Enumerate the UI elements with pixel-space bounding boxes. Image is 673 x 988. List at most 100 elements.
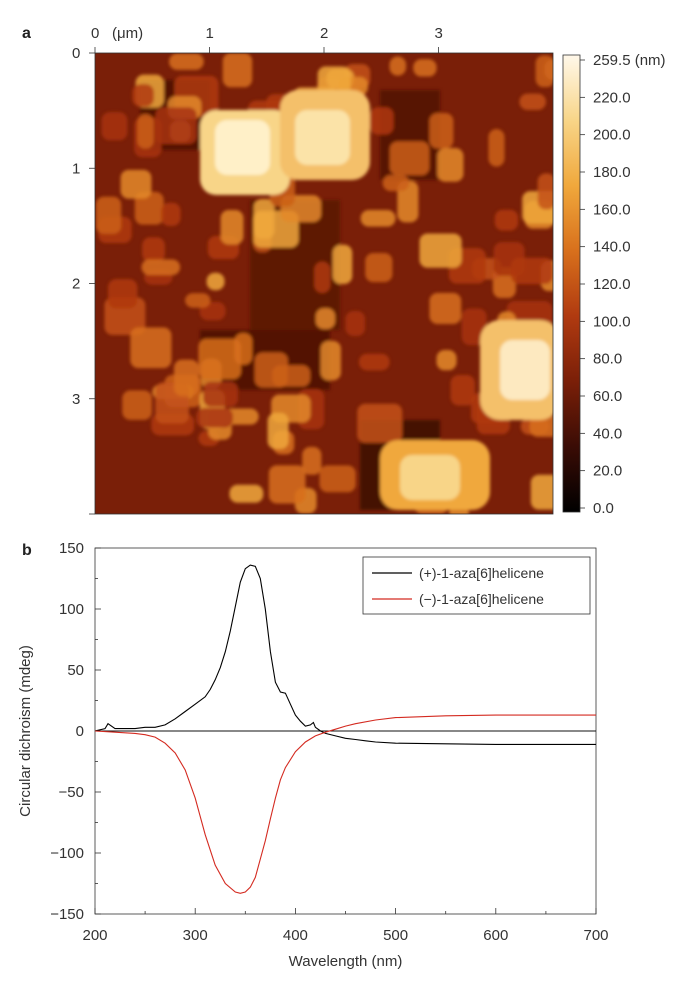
cd-y-axis-label: Circular dichroism (mdeg) (17, 645, 34, 817)
cd-y-tick-label: 150 (59, 540, 84, 557)
cd-x-axis-label: Wavelength (nm) (289, 953, 403, 970)
afm-grain (203, 381, 239, 407)
afm-grain (137, 113, 154, 149)
afm-x-unit: (μm) (112, 25, 143, 42)
afm-grain (382, 174, 410, 192)
cd-legend: (+)-1-aza[6]helicene (−)-1-aza[6]helicen… (362, 556, 591, 615)
afm-grain (155, 107, 197, 144)
afm-grain (161, 202, 181, 226)
afm-grain (535, 55, 553, 88)
afm-grain (389, 56, 407, 76)
afm-grain (234, 333, 253, 365)
colorbar-label: 100.0 (593, 313, 631, 330)
afm-crystal (400, 455, 460, 500)
cd-y-tick-label: 0 (76, 723, 84, 740)
legend-box (362, 556, 591, 615)
afm-x-tick-label: 3 (435, 25, 443, 42)
colorbar-label: 0.0 (593, 500, 614, 517)
cd-ticks (94, 547, 597, 915)
cd-x-tick-label: 400 (283, 927, 308, 944)
afm-grain (488, 129, 505, 167)
colorbar-label: 60.0 (593, 388, 622, 405)
afm-grain (345, 311, 366, 336)
afm-grain (173, 359, 199, 396)
afm-grain (360, 210, 396, 227)
afm-grain (537, 173, 553, 210)
afm-grain (397, 180, 419, 223)
cd-x-tick-labels: 200 300 400 500 600 700 (82, 927, 608, 944)
cd-series-minus (95, 714, 596, 894)
afm-grain (320, 340, 341, 381)
afm-grain (436, 350, 457, 371)
afm-grain (529, 416, 553, 437)
afm-grain (358, 353, 390, 371)
afm-grain (196, 407, 233, 428)
afm-grain (429, 292, 462, 325)
afm-grain (220, 209, 244, 245)
afm-grain (130, 327, 172, 369)
afm-grain (332, 244, 353, 284)
afm-grain (530, 474, 553, 510)
afm-grain (519, 93, 546, 110)
afm-grain (429, 112, 454, 149)
afm-grain (389, 141, 430, 176)
afm-grain (450, 375, 475, 406)
afm-grain (413, 59, 437, 77)
colorbar-label: 160.0 (593, 201, 631, 218)
afm-grain (365, 252, 393, 283)
afm-y-tick-label: 2 (72, 276, 80, 293)
afm-grain (229, 484, 264, 503)
afm-x-tick-label: 1 (206, 25, 214, 42)
cd-series-plus (95, 564, 596, 745)
afm-grain (357, 403, 403, 443)
afm-frame (94, 52, 554, 515)
colorbar-label: 180.0 (593, 164, 631, 181)
colorbar-label: 259.5 (nm) (593, 52, 666, 69)
afm-grain (185, 293, 211, 308)
colorbar-labels: 259.5 (nm) 220.0 200.0 180.0 160.0 140.0 120.0… (580, 52, 666, 517)
afm-y-tick-labels: 0 1 2 3 (72, 45, 80, 408)
afm-grain (314, 261, 331, 293)
afm-grain (122, 390, 152, 420)
afm-crystal (295, 110, 350, 165)
afm-x-tick-label: 2 (320, 25, 328, 42)
afm-grain (511, 257, 553, 285)
afm-grain (206, 272, 225, 291)
afm-grain (108, 279, 138, 309)
colorbar-label: 120.0 (593, 276, 631, 293)
afm-y-tick-label: 3 (72, 391, 80, 408)
afm-y-tick-label: 1 (72, 160, 80, 177)
cd-y-tick-label: −150 (50, 906, 84, 923)
colorbar (562, 54, 581, 513)
afm-grain (254, 352, 288, 388)
afm-grain (369, 107, 394, 135)
afm-grain (461, 308, 487, 346)
cd-y-tick-label: −100 (50, 845, 84, 862)
afm-grain (198, 338, 242, 380)
afm-grain (267, 412, 289, 450)
afm-crystal (500, 340, 550, 400)
afm-x-tick-label: 0 (91, 25, 99, 42)
cd-x-tick-label: 700 (583, 927, 608, 944)
colorbar-label: 80.0 (593, 351, 622, 368)
legend-label-plus: (+)-1-aza[6]helicene (419, 565, 544, 581)
cd-y-tick-label: −50 (59, 784, 84, 801)
colorbar-label: 140.0 (593, 239, 631, 256)
cd-x-tick-label: 600 (483, 927, 508, 944)
afm-grain (95, 196, 122, 234)
afm-grain (101, 112, 128, 141)
afm-grain (120, 169, 152, 199)
cd-y-tick-labels: 150 100 50 0 −50 −100 −150 (50, 540, 84, 923)
afm-grain (268, 465, 306, 504)
legend-label-minus: (−)-1-aza[6]helicene (419, 591, 544, 607)
afm-grain (134, 191, 164, 225)
panel-b-letter: b (22, 542, 32, 559)
afm-grain (132, 84, 154, 107)
afm-grain (315, 308, 336, 329)
afm-grain (222, 53, 253, 88)
afm-x-tick-labels: 0 1 2 3 (91, 25, 443, 42)
afm-grain (437, 148, 464, 182)
colorbar-label: 200.0 (593, 127, 631, 144)
cd-y-tick-label: 50 (67, 662, 84, 679)
afm-grain (141, 259, 181, 276)
